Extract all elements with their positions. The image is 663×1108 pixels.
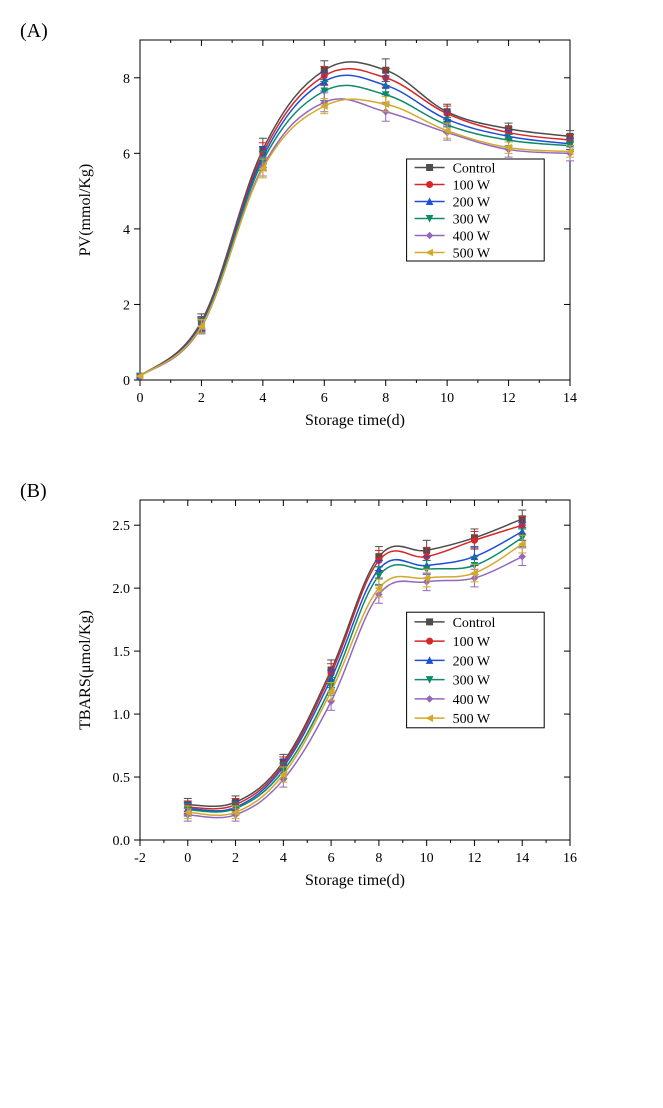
svg-text:2: 2 xyxy=(198,391,205,406)
panel-b: (B) -2 0 2 4 6 8 10 12 14 16 0.0 0.5 1.0 1.5 2.0 2.5 Sto… xyxy=(20,480,643,900)
svg-text:2.0: 2.0 xyxy=(113,582,131,597)
svg-text:PV(mmol/Kg): PV(mmol/Kg) xyxy=(77,164,94,256)
svg-text:TBARS(μmol/Kg): TBARS(μmol/Kg) xyxy=(77,610,94,730)
svg-text:12: 12 xyxy=(502,391,516,406)
svg-text:300 W: 300 W xyxy=(453,674,491,689)
svg-text:2: 2 xyxy=(232,851,239,866)
svg-text:8: 8 xyxy=(382,391,389,406)
svg-text:0: 0 xyxy=(184,851,191,866)
svg-text:6: 6 xyxy=(321,391,328,406)
svg-text:6: 6 xyxy=(328,851,335,866)
svg-text:400 W: 400 W xyxy=(453,693,491,708)
svg-text:Control: Control xyxy=(453,162,496,177)
svg-text:Storage time(d): Storage time(d) xyxy=(305,412,405,429)
svg-text:12: 12 xyxy=(467,851,481,866)
svg-text:14: 14 xyxy=(515,851,529,866)
svg-text:100 W: 100 W xyxy=(453,179,491,194)
figure-container: (A) 0 2 4 6 8 10 12 14 0 2 4 6 8 Storage time(d) PV(mm… xyxy=(0,0,663,960)
chart-a-wrap: 0 2 4 6 8 10 12 14 0 2 4 6 8 Storage time(d) PV(mmol/K… xyxy=(70,20,643,440)
svg-text:300 W: 300 W xyxy=(453,213,491,228)
svg-text:Storage time(d): Storage time(d) xyxy=(305,872,405,889)
svg-text:4: 4 xyxy=(280,851,287,866)
svg-text:14: 14 xyxy=(563,391,577,406)
svg-text:-2: -2 xyxy=(134,851,146,866)
svg-text:100 W: 100 W xyxy=(453,635,491,650)
svg-text:4: 4 xyxy=(123,223,130,238)
svg-text:8: 8 xyxy=(123,72,130,87)
svg-text:0: 0 xyxy=(123,374,130,389)
svg-text:Control: Control xyxy=(453,616,496,631)
chart-b-wrap: -2 0 2 4 6 8 10 12 14 16 0.0 0.5 1.0 1.5 2.0 2.5 Storage… xyxy=(70,480,643,900)
svg-text:0.0: 0.0 xyxy=(113,834,131,849)
panel-a: (A) 0 2 4 6 8 10 12 14 0 2 4 6 8 Storage time(d) PV(mm… xyxy=(20,20,643,440)
svg-text:0.5: 0.5 xyxy=(113,771,131,786)
svg-text:500 W: 500 W xyxy=(453,247,491,262)
svg-text:1.5: 1.5 xyxy=(113,645,131,660)
svg-text:500 W: 500 W xyxy=(453,712,491,727)
panel-b-label: (B) xyxy=(20,480,47,503)
svg-text:0: 0 xyxy=(137,391,144,406)
svg-text:6: 6 xyxy=(123,147,130,162)
svg-text:200 W: 200 W xyxy=(453,196,491,211)
svg-text:2.5: 2.5 xyxy=(113,519,131,534)
chart-b-svg: -2 0 2 4 6 8 10 12 14 16 0.0 0.5 1.0 1.5 2.0 2.5 Storage… xyxy=(70,480,590,900)
svg-text:10: 10 xyxy=(440,391,454,406)
svg-text:4: 4 xyxy=(259,391,266,406)
svg-text:8: 8 xyxy=(375,851,382,866)
svg-text:16: 16 xyxy=(563,851,577,866)
panel-a-label: (A) xyxy=(20,20,48,43)
chart-a-svg: 0 2 4 6 8 10 12 14 0 2 4 6 8 Storage time(d) PV(mmol/K… xyxy=(70,20,590,440)
svg-text:1.0: 1.0 xyxy=(113,708,131,723)
svg-text:10: 10 xyxy=(420,851,434,866)
svg-text:2: 2 xyxy=(123,298,130,313)
svg-text:400 W: 400 W xyxy=(453,230,491,245)
svg-text:200 W: 200 W xyxy=(453,654,491,669)
